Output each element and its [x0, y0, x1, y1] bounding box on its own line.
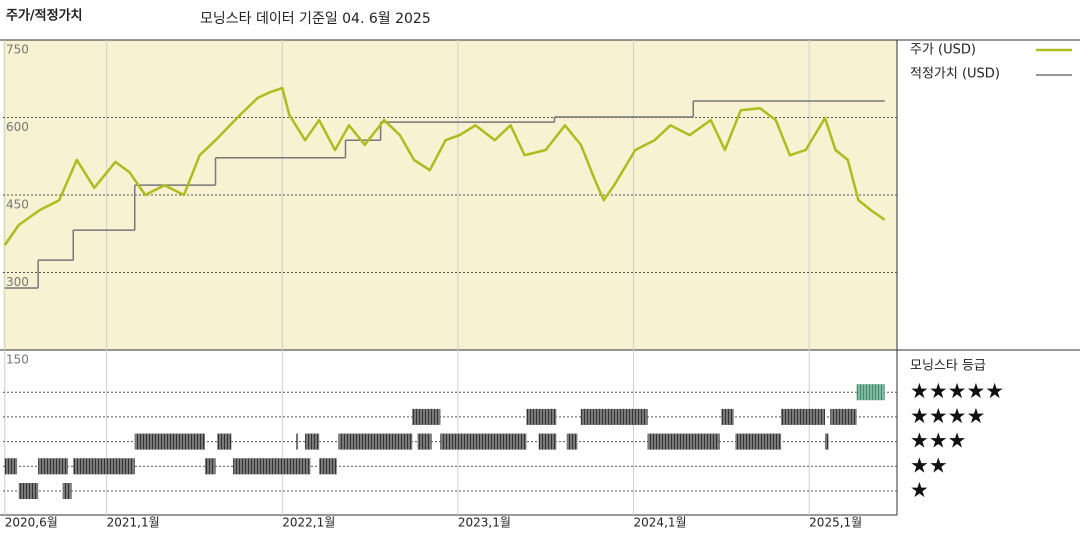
y-tick-label: 150 [6, 353, 29, 367]
rating-bar-hatch [217, 433, 232, 450]
rating-bar-hatch [305, 433, 320, 450]
x-tick-label: 2023,1월 [458, 516, 511, 530]
rating-bar-hatch [134, 433, 205, 450]
rating-bar-hatch [830, 408, 857, 425]
y-tick-label: 450 [6, 198, 29, 212]
x-tick-label: 2024,1월 [634, 516, 687, 530]
x-tick-label: 2021,1월 [107, 516, 160, 530]
rating-bar-hatch [538, 433, 557, 450]
y-tick-label: 750 [6, 43, 29, 57]
rating-bar-hatch [824, 433, 829, 450]
rating-label: ★★ [910, 453, 948, 477]
rating-bar-hatch [440, 433, 527, 450]
price-line [3, 86, 886, 246]
y-tick-label: 300 [6, 275, 29, 289]
rating-bar-hatch [296, 433, 299, 450]
chart-subtitle: 모닝스타 데이터 기준일 04. 6월 2025 [200, 11, 431, 27]
rating-bar-hatch [204, 458, 216, 475]
rating-label: ★★★★★ [910, 379, 1004, 403]
rating-bar-hatch [566, 433, 578, 450]
rating-title: 모닝스타 등급 [910, 359, 986, 374]
rating-bar-hatch [38, 458, 68, 475]
y-tick-label: 600 [6, 120, 29, 134]
rating-bar-hatch [526, 408, 557, 425]
rating-bar-hatch [73, 458, 135, 475]
rating-label: ★★★★ [910, 404, 985, 428]
rating-bar-hatch [856, 384, 885, 401]
rating-bar-hatch [338, 433, 413, 450]
legend-label: 주가 (USD) [910, 43, 976, 58]
rating-label: ★ [910, 478, 929, 502]
x-tick-label: 2022,1월 [282, 516, 335, 530]
rating-bar-hatch [417, 433, 432, 450]
rating-bar-hatch [735, 433, 782, 450]
x-tick-label: 2025,1월 [809, 516, 862, 530]
price-panel [3, 40, 897, 350]
rating-bar-hatch [781, 408, 825, 425]
rating-bar-hatch [580, 408, 648, 425]
rating-bar-hatch [647, 433, 720, 450]
legend-label: 적정가치 (USD) [910, 67, 1000, 82]
rating-bar-hatch [412, 408, 441, 425]
rating-label: ★★★ [910, 429, 966, 453]
rating-bar-hatch [233, 458, 311, 475]
rating-bar-hatch [18, 483, 39, 499]
rating-bar-hatch [62, 483, 72, 499]
x-tick-label: 2020,6월 [5, 516, 58, 530]
rating-bar-hatch [4, 458, 18, 475]
rating-bar-hatch [721, 408, 734, 425]
chart-title: 주가/적정가치 [6, 8, 83, 24]
rating-bar-hatch [319, 458, 337, 475]
